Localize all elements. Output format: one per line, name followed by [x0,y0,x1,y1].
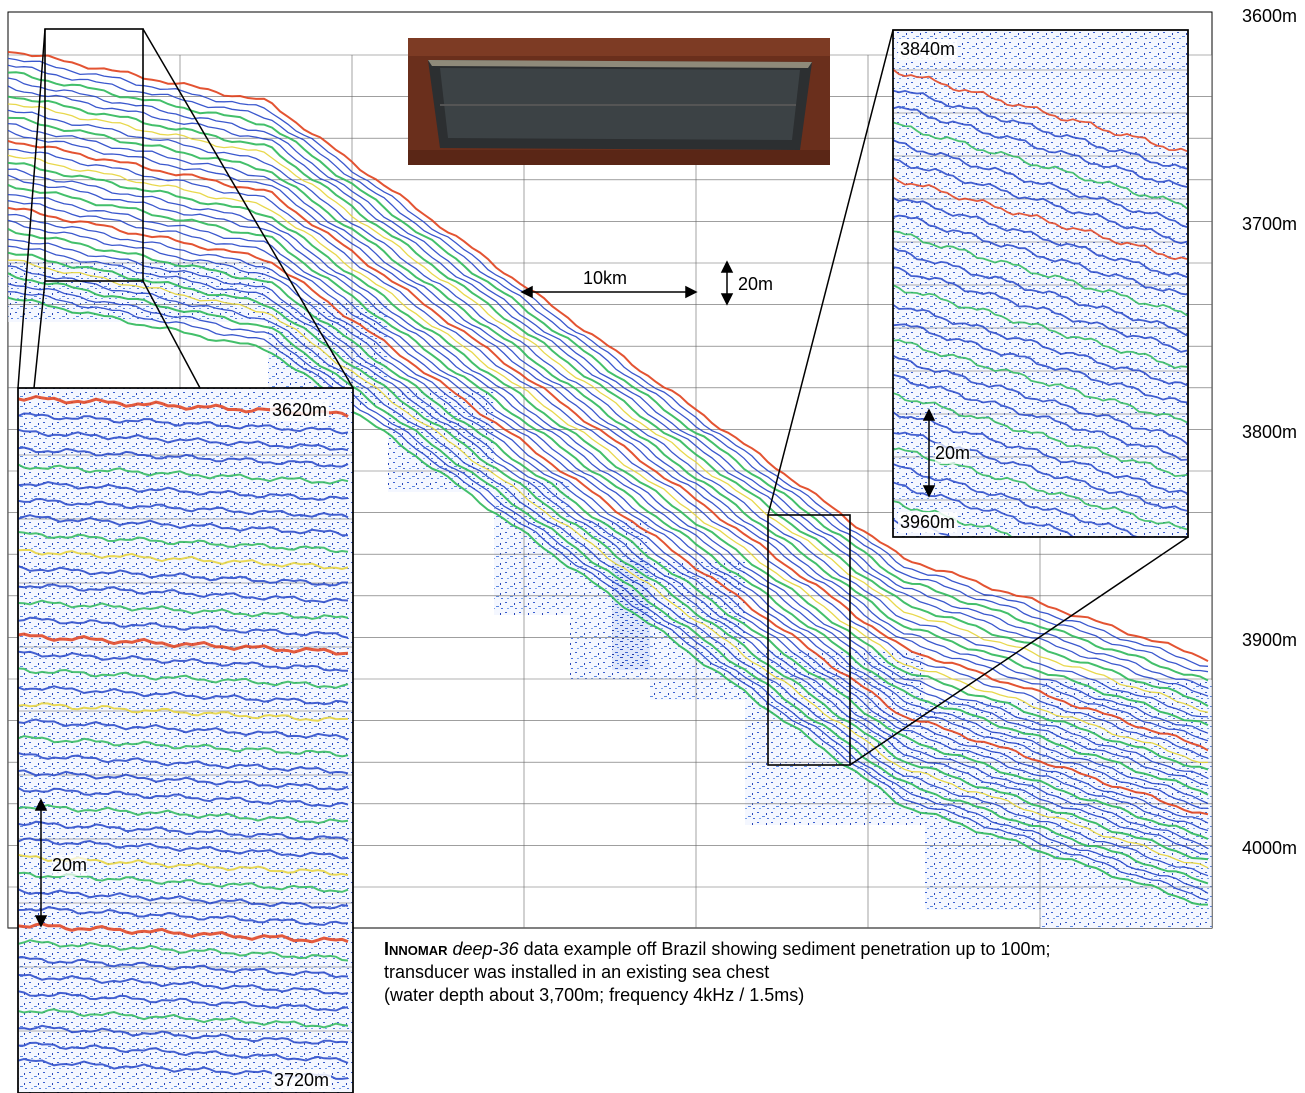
vertical-scale-label: 20m [738,274,774,294]
caption-line-1-rest: data example off Brazil showing sediment… [518,939,1051,959]
seismic-reflectors [8,51,1209,906]
left-inset-source-box [44,28,144,282]
depth-label-3900: 3900m [1241,630,1297,650]
figure-caption: Innomar deep-36 data example off Brazil … [384,938,1294,1007]
horizontal-scale-label: 10km [583,268,628,288]
caption-product: deep-36 [452,939,519,959]
right-inset-source-box [767,514,851,766]
left-inset-top-label: 3620m [270,400,330,421]
depth-label-3600: 3600m [1241,6,1297,26]
caption-line-3: (water depth about 3,700m; frequency 4kH… [384,985,805,1005]
left-inset [17,387,354,1093]
caption-line-2: transducer was installed in an existing … [384,962,770,982]
right-inset-scale-label: 20m [935,443,971,464]
caption-brand: Innomar [384,939,448,959]
depth-label-4000: 4000m [1241,838,1297,858]
scale-bar-horizontal [520,285,698,299]
depth-label-3800: 3800m [1241,422,1297,442]
depth-label-3700: 3700m [1241,214,1297,234]
left-inset-bottom-label: 3720m [272,1070,332,1091]
inset-connector-lines [17,28,1189,766]
right-inset-scale-bar [922,408,936,498]
right-inset [892,29,1189,538]
right-inset-top-label: 3840m [898,39,958,60]
left-inset-scale-bar [34,798,48,928]
right-inset-bottom-label: 3960m [898,512,958,533]
caption-line-1: Innomar deep-36 data example off Brazil … [384,938,1294,961]
transducer-photo [408,38,830,165]
scale-bar-vertical [720,260,734,306]
left-inset-scale-label: 20m [52,855,88,876]
